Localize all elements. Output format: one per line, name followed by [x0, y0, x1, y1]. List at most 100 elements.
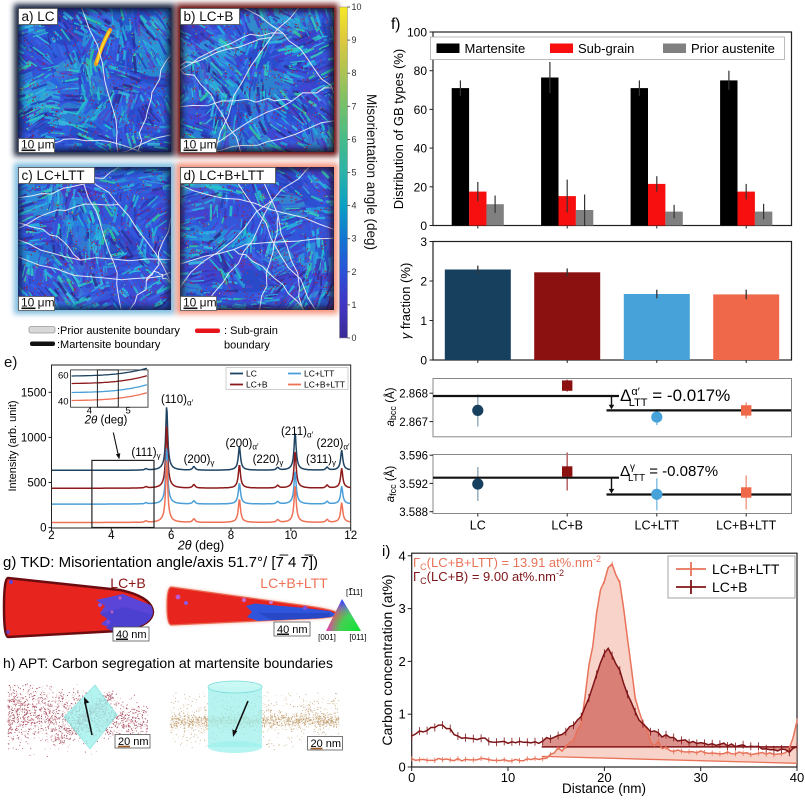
svg-text:LC+B: LC+B: [110, 575, 145, 591]
svg-text:10: 10: [352, 2, 362, 12]
svg-text:Distribution of GB types (%): Distribution of GB types (%): [391, 49, 406, 209]
svg-text:5: 5: [352, 168, 357, 178]
svg-text:3: 3: [420, 235, 427, 249]
svg-text:3: 3: [398, 601, 405, 616]
svg-text:7: 7: [352, 101, 357, 111]
svg-text:Δα′LTT = -0.017%: Δα′ LTT = -0.017%: [620, 386, 730, 409]
svg-text:LC+B+LTT: LC+B+LTT: [260, 575, 328, 591]
svg-text:Prior austenite: Prior austenite: [691, 41, 775, 56]
svg-text:LC+B+LTT: LC+B+LTT: [716, 519, 777, 533]
svg-text:2θ (deg): 2θ (deg): [84, 415, 128, 427]
svg-text:1: 1: [398, 707, 405, 722]
svg-text:Misorientation angle (deg): Misorientation angle (deg): [364, 94, 379, 250]
svg-text:8: 8: [228, 530, 234, 542]
svg-text:20: 20: [597, 770, 611, 785]
svg-text:10 μm: 10 μm: [183, 296, 217, 310]
svg-text:Martensite: Martensite: [465, 41, 526, 56]
svg-text:c) LC+LTT: c) LC+LTT: [22, 168, 85, 183]
svg-text:10: 10: [501, 770, 515, 785]
svg-text:1500: 1500: [21, 387, 47, 399]
svg-text:500: 500: [27, 478, 46, 490]
svg-text:30: 30: [693, 770, 707, 785]
svg-text:(111)γ: (111)γ: [131, 447, 160, 461]
svg-text:(220)α′: (220)α′: [317, 438, 350, 452]
svg-text:[011]: [011]: [349, 633, 366, 642]
svg-text:e): e): [4, 354, 17, 371]
svg-text:4: 4: [352, 201, 357, 211]
svg-text:LC+B: LC+B: [551, 519, 583, 533]
svg-text:0: 0: [420, 354, 427, 368]
svg-text:γ fraction (%): γ fraction (%): [398, 263, 413, 340]
svg-text:20 nm: 20 nm: [311, 738, 342, 750]
svg-text:(220)γ: (220)γ: [253, 454, 284, 468]
svg-text:3.588: 3.588: [399, 507, 428, 519]
svg-text:(211)α′: (211)α′: [281, 426, 314, 440]
svg-text:12: 12: [344, 530, 357, 542]
svg-text:1: 1: [352, 300, 357, 310]
svg-text:1000: 1000: [21, 432, 47, 444]
svg-text:1: 1: [420, 314, 427, 328]
svg-text:0: 0: [352, 333, 357, 343]
svg-text:LC+B+LTT: LC+B+LTT: [304, 379, 345, 389]
svg-text:40: 40: [58, 397, 69, 408]
svg-text:abcc (Å): abcc (Å): [384, 387, 398, 426]
svg-text:6: 6: [352, 134, 357, 144]
svg-text:20 nm: 20 nm: [118, 736, 149, 748]
svg-text:3: 3: [352, 234, 357, 244]
svg-text:6: 6: [168, 530, 174, 542]
svg-text:[001]: [001]: [318, 633, 336, 642]
svg-text:4: 4: [108, 530, 115, 542]
svg-text:8: 8: [352, 68, 357, 78]
svg-text:h) APT: Carbon segregation at: h) APT: Carbon segregation at martensite…: [3, 655, 333, 671]
svg-text:40: 40: [414, 142, 428, 156]
svg-text:: Sub-grain: : Sub-grain: [224, 325, 278, 337]
svg-text:0: 0: [398, 760, 405, 775]
svg-text:0: 0: [420, 219, 427, 233]
svg-text:60: 60: [58, 371, 69, 382]
svg-text:2: 2: [352, 267, 357, 277]
svg-text:Carbon concentration (at%): Carbon concentration (at%): [379, 574, 395, 745]
svg-text:3.596: 3.596: [399, 451, 428, 463]
svg-text:3.592: 3.592: [399, 479, 428, 491]
svg-text:2: 2: [48, 530, 54, 542]
svg-text:(200)γ: (200)γ: [184, 454, 215, 468]
svg-text:(200)α′: (200)α′: [226, 438, 259, 452]
svg-text:b) LC+B: b) LC+B: [184, 9, 234, 24]
svg-text:ΓC(LC+B+LTT) = 13.91 at%.nm-2: ΓC(LC+B+LTT) = 13.91 at%.nm-2: [413, 554, 601, 572]
svg-text:2: 2: [398, 654, 405, 669]
svg-text:Distance (nm): Distance (nm): [562, 781, 646, 796]
svg-text:10 μm: 10 μm: [21, 296, 55, 310]
svg-text:LC: LC: [470, 519, 486, 533]
svg-text:(110)α′: (110)α′: [161, 394, 194, 408]
svg-text::Prior austenite boundary: :Prior austenite boundary: [57, 325, 180, 337]
svg-text:LC+LTT: LC+LTT: [635, 519, 680, 533]
svg-text:20: 20: [414, 180, 428, 194]
svg-text:LC+B: LC+B: [712, 579, 747, 595]
svg-text:10 μm: 10 μm: [21, 138, 55, 152]
svg-text:0: 0: [408, 770, 415, 785]
svg-text:f): f): [391, 16, 400, 33]
svg-text:2: 2: [420, 275, 427, 289]
svg-text:60: 60: [414, 103, 428, 117]
svg-text:9: 9: [352, 35, 357, 45]
svg-text:10 μm: 10 μm: [183, 138, 217, 152]
svg-text:2.868: 2.868: [399, 389, 428, 401]
svg-text:LC: LC: [246, 368, 257, 378]
svg-text:LC+B: LC+B: [246, 379, 268, 389]
svg-text:g) TKD: Misorientation angle/: g) TKD: Misorientation angle/axis 51.7°/…: [3, 554, 318, 571]
svg-text:40 nm: 40 nm: [277, 624, 308, 636]
svg-text:5: 5: [126, 406, 131, 417]
svg-text:0: 0: [40, 523, 46, 535]
svg-text::Martensite boundary: :Martensite boundary: [57, 339, 161, 351]
svg-text:4: 4: [398, 548, 405, 563]
svg-text:d) LC+B+LTT: d) LC+B+LTT: [184, 168, 265, 183]
svg-text:LC+B+LTT: LC+B+LTT: [712, 561, 780, 577]
svg-text:Sub-grain: Sub-grain: [578, 41, 634, 56]
svg-text:LC+LTT: LC+LTT: [304, 368, 334, 378]
svg-text:ΓC(LC+B) = 9.00 at%.nm-2: ΓC(LC+B) = 9.00 at%.nm-2: [413, 568, 564, 586]
svg-text:(311)γ: (311)γ: [306, 454, 336, 468]
svg-text:100: 100: [407, 26, 427, 40]
svg-text:4: 4: [87, 406, 92, 417]
svg-text:Intensity (arb. unit): Intensity (arb. unit): [7, 400, 19, 491]
